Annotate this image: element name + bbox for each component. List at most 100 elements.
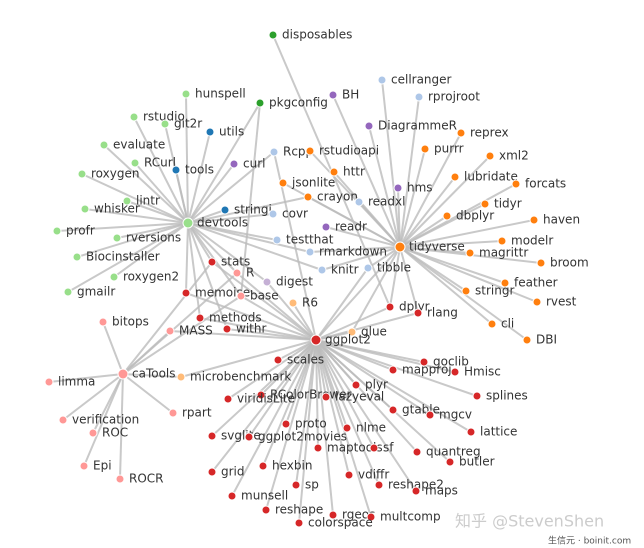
edge xyxy=(116,222,189,239)
edge xyxy=(187,196,309,224)
node xyxy=(472,391,482,401)
node xyxy=(165,326,175,336)
edge xyxy=(187,222,238,274)
edge xyxy=(122,295,242,375)
node-label: splines xyxy=(486,389,528,403)
edge xyxy=(187,222,201,319)
node xyxy=(232,268,242,278)
node-label: whisker xyxy=(94,202,140,216)
node-label: stats xyxy=(221,255,250,269)
node xyxy=(288,298,298,308)
node xyxy=(115,474,125,484)
node-label: RColorBrewer xyxy=(270,388,352,402)
node-label: devtools xyxy=(197,216,248,230)
edge xyxy=(187,102,261,224)
edge xyxy=(399,155,491,248)
edge xyxy=(397,187,401,248)
edge xyxy=(187,131,211,224)
node xyxy=(229,159,239,169)
edge xyxy=(292,302,317,341)
node-label: DiagrammeR xyxy=(378,119,457,133)
node xyxy=(220,205,230,215)
node xyxy=(77,169,87,179)
node xyxy=(258,461,268,471)
node xyxy=(122,196,132,206)
node-label: ROC xyxy=(102,426,128,440)
node xyxy=(313,443,323,453)
node xyxy=(377,75,387,85)
node-label: lazyeval xyxy=(335,390,384,404)
node xyxy=(182,217,194,229)
node xyxy=(425,410,435,420)
node xyxy=(52,226,62,236)
node xyxy=(317,265,327,275)
edge xyxy=(185,93,189,224)
edge xyxy=(266,281,317,341)
node xyxy=(412,447,422,457)
node-label: nlme xyxy=(356,421,386,435)
node xyxy=(205,127,215,137)
node-label: readr xyxy=(335,220,367,234)
node-label: broom xyxy=(550,256,589,270)
node xyxy=(413,308,423,318)
edge xyxy=(81,173,189,224)
edge xyxy=(175,169,189,224)
node-label: maps xyxy=(425,484,458,498)
node xyxy=(256,390,266,400)
node-label: methods xyxy=(209,311,262,325)
edge xyxy=(315,339,375,449)
node-label: mapproj xyxy=(402,363,452,377)
edge xyxy=(399,246,419,314)
node xyxy=(207,431,217,441)
edge xyxy=(126,200,189,224)
node xyxy=(255,98,265,108)
edge xyxy=(67,222,189,293)
node-label: mgcv xyxy=(439,408,472,422)
node-label: purrr xyxy=(434,142,464,156)
node-label: utils xyxy=(219,125,244,139)
node xyxy=(529,215,539,225)
edge xyxy=(265,339,317,511)
node-label: microbenchmark xyxy=(190,370,291,384)
node xyxy=(487,319,497,329)
node-label: quantreg xyxy=(426,445,481,459)
node xyxy=(98,317,108,327)
edge xyxy=(211,339,317,437)
node xyxy=(465,248,475,258)
node xyxy=(363,263,373,273)
edge xyxy=(122,261,213,375)
edge xyxy=(262,339,317,467)
edge xyxy=(211,261,317,341)
node xyxy=(321,222,331,232)
node xyxy=(536,258,546,268)
edge xyxy=(102,321,124,375)
watermark-sub: 生信元 · boinit.com xyxy=(548,535,631,547)
edge xyxy=(134,162,189,224)
node-label: testthat xyxy=(286,233,334,247)
edge xyxy=(315,339,472,433)
edge xyxy=(315,339,417,492)
node-label: munsell xyxy=(241,489,288,503)
node-label: hunspell xyxy=(195,87,246,101)
edge xyxy=(119,373,124,480)
node-label: ROCR xyxy=(129,472,164,486)
edge xyxy=(315,339,334,516)
node xyxy=(310,334,322,346)
node-label: scales xyxy=(287,353,324,367)
edge xyxy=(315,267,369,341)
edge xyxy=(103,144,189,224)
node xyxy=(369,443,379,453)
node xyxy=(223,394,233,404)
edge xyxy=(187,222,323,271)
edge xyxy=(381,79,401,248)
node-label: lattice xyxy=(480,425,517,439)
edge xyxy=(298,339,317,524)
edge xyxy=(227,339,317,400)
node-label: roxygen xyxy=(91,167,139,181)
node-label: dplyr xyxy=(399,300,430,314)
node xyxy=(63,287,73,297)
node xyxy=(181,89,191,99)
node-label: hms xyxy=(407,181,433,195)
edge xyxy=(321,246,401,271)
node xyxy=(227,491,237,501)
